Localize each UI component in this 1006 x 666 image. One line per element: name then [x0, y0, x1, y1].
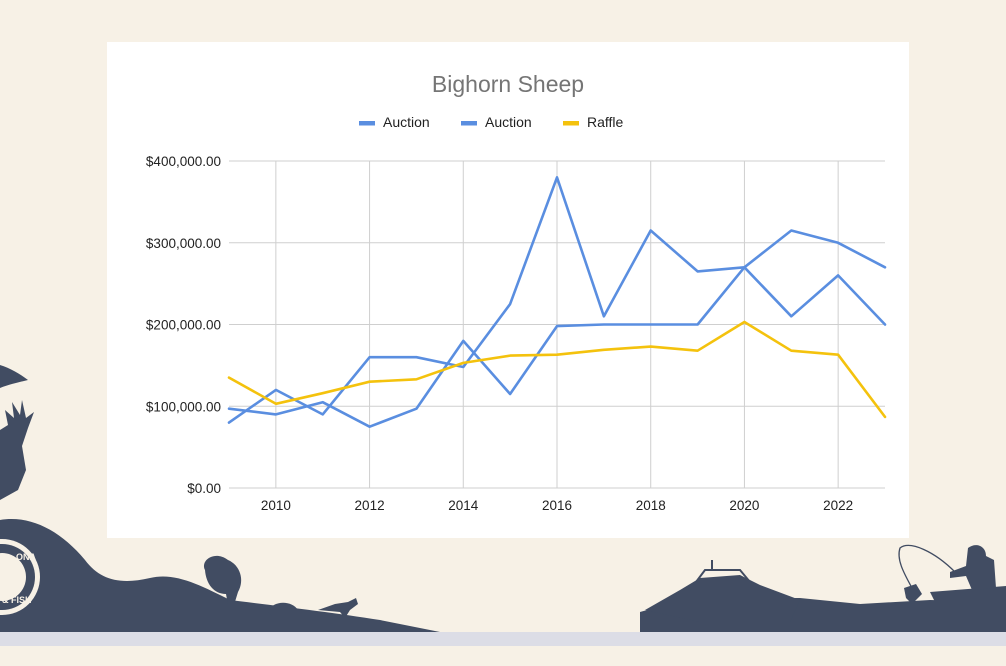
x-tick-label: 2018 — [636, 498, 666, 513]
elk-silhouette-icon — [0, 400, 34, 500]
logo-text-bottom: & FISH — [2, 595, 32, 605]
x-tick-label: 2014 — [448, 498, 479, 513]
y-tick-label: $200,000.00 — [146, 318, 221, 333]
legend-swatch — [563, 121, 579, 126]
legend-label: Raffle — [587, 114, 624, 130]
speedboat-silhouette-icon — [645, 575, 800, 622]
line-chart: Bighorn Sheep Auction Auction Raffle $0.00… — [146, 71, 887, 513]
axis-labels: $0.00 $100,000.00 $200,000.00 $300,000.00 $4… — [146, 154, 853, 513]
legend-swatch — [359, 121, 375, 126]
x-tick-label: 2022 — [823, 498, 853, 513]
chart-card: Bighorn Sheep Auction Auction Raffle $0.00… — [107, 42, 909, 538]
x-tick-label: 2010 — [261, 498, 291, 513]
gridlines — [229, 160, 885, 489]
agency-logo: ONA & FISH — [0, 539, 40, 615]
x-tick-label: 2016 — [542, 498, 572, 513]
fish-silhouette-icon — [904, 584, 922, 604]
series-line-3 — [227, 320, 887, 419]
chart-title: Bighorn Sheep — [432, 71, 584, 97]
y-tick-label: $400,000.00 — [146, 154, 221, 169]
series-line-1 — [227, 176, 887, 424]
legend-swatch — [461, 121, 477, 126]
legend-label: Auction — [485, 114, 532, 130]
left-terrain — [0, 519, 440, 632]
fisherman-silhouette-icon — [950, 545, 996, 590]
roadrunner-silhouette-icon — [318, 598, 358, 618]
bottom-strip — [0, 632, 1006, 646]
fishing-line — [898, 544, 956, 589]
x-tick-label: 2020 — [729, 498, 759, 513]
legend-label: Auction — [383, 114, 430, 130]
boat-tower — [689, 560, 756, 591]
y-tick-label: $100,000.00 — [146, 399, 221, 414]
y-tick-label: $0.00 — [187, 481, 221, 496]
logo-text-top: ONA — [16, 552, 37, 562]
turkey-silhouette-icon — [204, 555, 242, 605]
fishing-boat-silhouette-icon — [930, 586, 1006, 632]
chart-legend: Auction Auction Raffle — [359, 114, 624, 130]
series-line-2 — [227, 266, 887, 429]
logo-center — [0, 553, 26, 601]
x-tick-label: 2012 — [355, 498, 385, 513]
series-lines — [227, 176, 887, 429]
tortoise-silhouette-icon — [268, 602, 302, 616]
eagle-silhouette-icon — [0, 365, 28, 388]
y-tick-label: $300,000.00 — [146, 236, 221, 251]
